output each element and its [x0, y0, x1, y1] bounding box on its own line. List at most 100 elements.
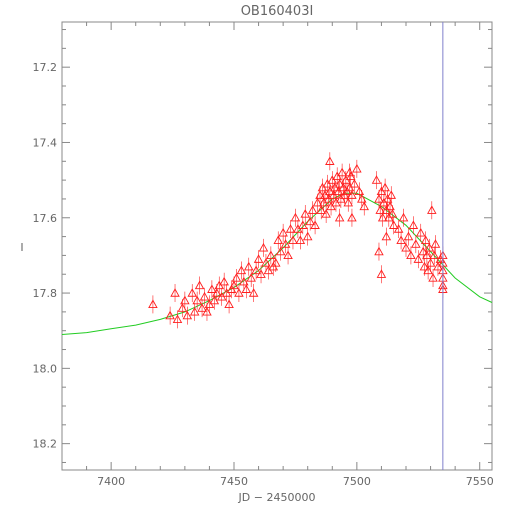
- y-tick-label: 17.6: [33, 212, 58, 225]
- data-point: [403, 231, 414, 241]
- data-point: [288, 235, 298, 245]
- data-point: [316, 205, 326, 214]
- data-point: [187, 288, 197, 297]
- x-tick-label: 7550: [466, 475, 494, 488]
- data-point: [347, 212, 357, 222]
- data-point: [253, 254, 264, 263]
- data-point: [231, 273, 242, 282]
- data-point: [413, 254, 424, 263]
- data-point: [219, 276, 229, 286]
- data-point: [202, 306, 212, 316]
- data-point: [312, 197, 323, 207]
- data-point: [256, 269, 266, 278]
- data-point: [427, 205, 437, 214]
- y-tick-label: 18.0: [33, 362, 58, 375]
- data-point: [408, 220, 419, 229]
- data-point: [302, 231, 313, 241]
- data-point: [393, 224, 404, 233]
- data-point: [377, 212, 388, 222]
- data-point: [298, 220, 308, 229]
- data-point: [307, 205, 318, 214]
- y-tick-label: 17.2: [33, 61, 58, 74]
- data-point: [315, 190, 325, 199]
- data-point: [199, 291, 210, 301]
- data-point: [180, 295, 190, 305]
- x-tick-label: 7500: [343, 475, 371, 488]
- data-point: [194, 280, 205, 290]
- data-point: [401, 242, 411, 252]
- data-point: [224, 299, 234, 309]
- data-point: [343, 197, 354, 207]
- data-point: [398, 212, 409, 222]
- data-point: [411, 239, 421, 248]
- data-point: [212, 288, 222, 297]
- data-point: [406, 250, 416, 260]
- data-point: [285, 224, 296, 233]
- y-tick-label: 17.8: [33, 287, 58, 300]
- data-point: [189, 306, 200, 316]
- data-point: [271, 258, 281, 267]
- data-point: [278, 227, 288, 237]
- data-point: [234, 288, 244, 297]
- data-point: [371, 175, 382, 184]
- data-point: [347, 190, 357, 199]
- data-point: [337, 167, 347, 177]
- data-point: [374, 194, 384, 203]
- data-point: [387, 209, 398, 218]
- x-tick-label: 7400: [97, 475, 125, 488]
- data-point: [275, 246, 286, 256]
- data-point: [344, 167, 355, 177]
- data-point: [375, 205, 385, 214]
- y-tick-label: 18.2: [33, 438, 58, 451]
- data-point: [243, 261, 254, 271]
- data-point: [422, 250, 432, 260]
- data-point: [310, 220, 320, 229]
- data-point: [290, 212, 301, 222]
- data-point: [423, 265, 433, 275]
- data-point: [229, 280, 239, 290]
- data-point: [381, 231, 392, 241]
- data-point: [430, 239, 441, 248]
- data-point: [386, 190, 397, 199]
- y-axis-label: I: [20, 241, 23, 254]
- data-point: [236, 265, 247, 275]
- data-point: [357, 194, 367, 203]
- plot-frame: [61, 21, 493, 471]
- x-axis-label: JD − 2450000: [238, 491, 316, 504]
- data-point: [428, 273, 438, 282]
- data-point: [283, 250, 293, 260]
- data-point: [295, 235, 306, 245]
- data-point: [170, 288, 180, 297]
- data-point: [374, 246, 384, 256]
- data-point: [241, 284, 252, 293]
- data-point: [148, 299, 158, 309]
- y-tick-label: 17.4: [33, 136, 58, 149]
- data-point: [325, 156, 335, 165]
- x-tick-label: 7450: [220, 475, 248, 488]
- chart-title: OB160403I: [241, 4, 314, 19]
- data-point: [388, 220, 399, 229]
- data-point: [182, 310, 193, 320]
- data-point: [165, 310, 175, 320]
- data-point: [352, 163, 362, 173]
- data-point: [266, 250, 276, 260]
- data-point: [248, 288, 259, 297]
- data-point: [385, 201, 395, 211]
- data-point: [209, 295, 220, 305]
- data-point: [197, 303, 207, 312]
- data-point: [246, 273, 256, 282]
- plot-area: 7400 7450 7500 7550 17.2 17.4 17.6 17.8 18.0 18.2: [33, 21, 494, 488]
- data-point: [334, 212, 345, 222]
- data-point: [273, 235, 283, 245]
- data-point: [251, 265, 261, 275]
- data-point: [354, 186, 365, 196]
- data-point: [192, 295, 202, 305]
- data-point: [380, 182, 390, 192]
- data-point: [261, 258, 271, 267]
- data-point: [359, 201, 369, 211]
- data-point: [425, 258, 436, 267]
- data-point: [429, 250, 440, 260]
- data-point: [300, 209, 311, 218]
- data-point: [396, 235, 406, 245]
